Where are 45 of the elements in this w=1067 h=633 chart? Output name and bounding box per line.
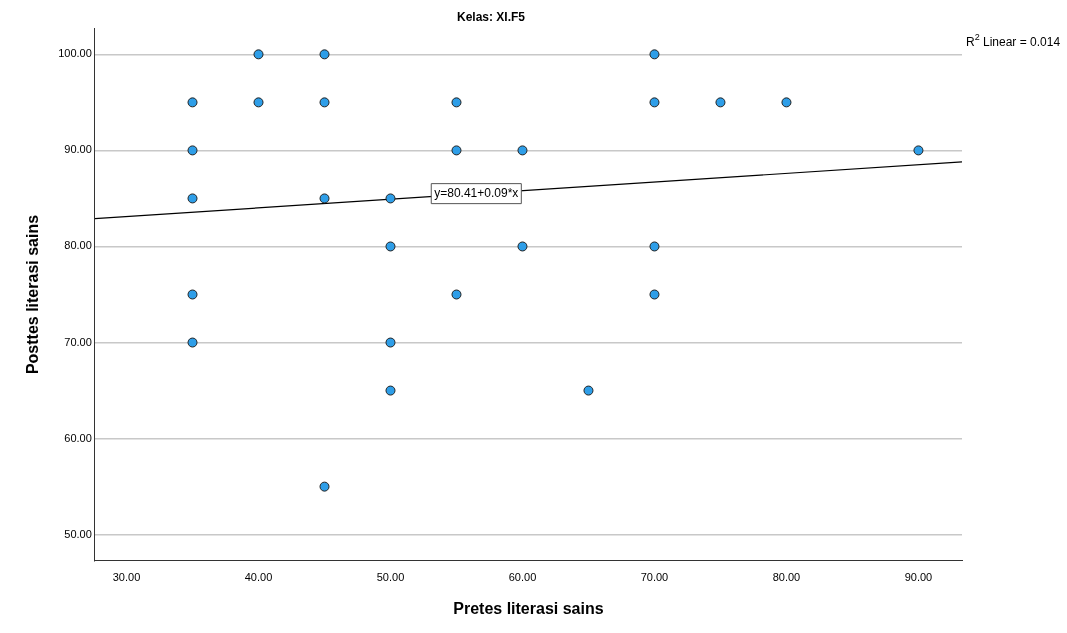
point: [649, 241, 660, 252]
point: [187, 97, 198, 108]
y-axis-title: Posttes literasi sains: [24, 214, 42, 375]
point: [451, 289, 462, 300]
point: [583, 385, 594, 396]
x-tick-label: 30.00: [112, 571, 141, 584]
y-tick-label: 100.00: [58, 47, 92, 60]
y-tick-label: 80.00: [64, 239, 92, 252]
point: [649, 289, 660, 300]
point: [187, 289, 198, 300]
chart-title: Kelas: XI.F5: [456, 9, 526, 24]
x-tick-label: 80.00: [772, 571, 801, 584]
point: [913, 145, 924, 156]
x-tick-label: 70.00: [640, 571, 669, 584]
point: [781, 97, 792, 108]
point: [385, 337, 396, 348]
point: [649, 49, 660, 60]
point: [451, 97, 462, 108]
point: [385, 241, 396, 252]
annotation: y=80.41+0.09*x: [434, 185, 519, 200]
point: [649, 97, 660, 108]
point: [319, 97, 330, 108]
point: [319, 49, 330, 60]
x-tick-label: 40.00: [244, 571, 273, 584]
point: [385, 385, 396, 396]
x-tick-label: 60.00: [508, 571, 537, 584]
y-tick-label: 70.00: [64, 335, 92, 348]
y-tick-label: 50.00: [64, 527, 92, 540]
point: [715, 97, 726, 108]
point: [187, 337, 198, 348]
point: [319, 193, 330, 204]
y-tick-label: 60.00: [64, 431, 92, 444]
point: [319, 481, 330, 492]
point: [451, 145, 462, 156]
point: [517, 145, 528, 156]
x-axis-title: Pretes literasi sains: [453, 599, 604, 617]
point: [253, 49, 264, 60]
x-tick-label: 90.00: [904, 571, 933, 584]
x-tick-label: 50.00: [376, 571, 405, 584]
point: [253, 97, 264, 108]
point: [187, 145, 198, 156]
y-tick-label: 90.00: [64, 143, 92, 156]
point: [385, 193, 396, 204]
point: [187, 193, 198, 204]
point: [517, 241, 528, 252]
